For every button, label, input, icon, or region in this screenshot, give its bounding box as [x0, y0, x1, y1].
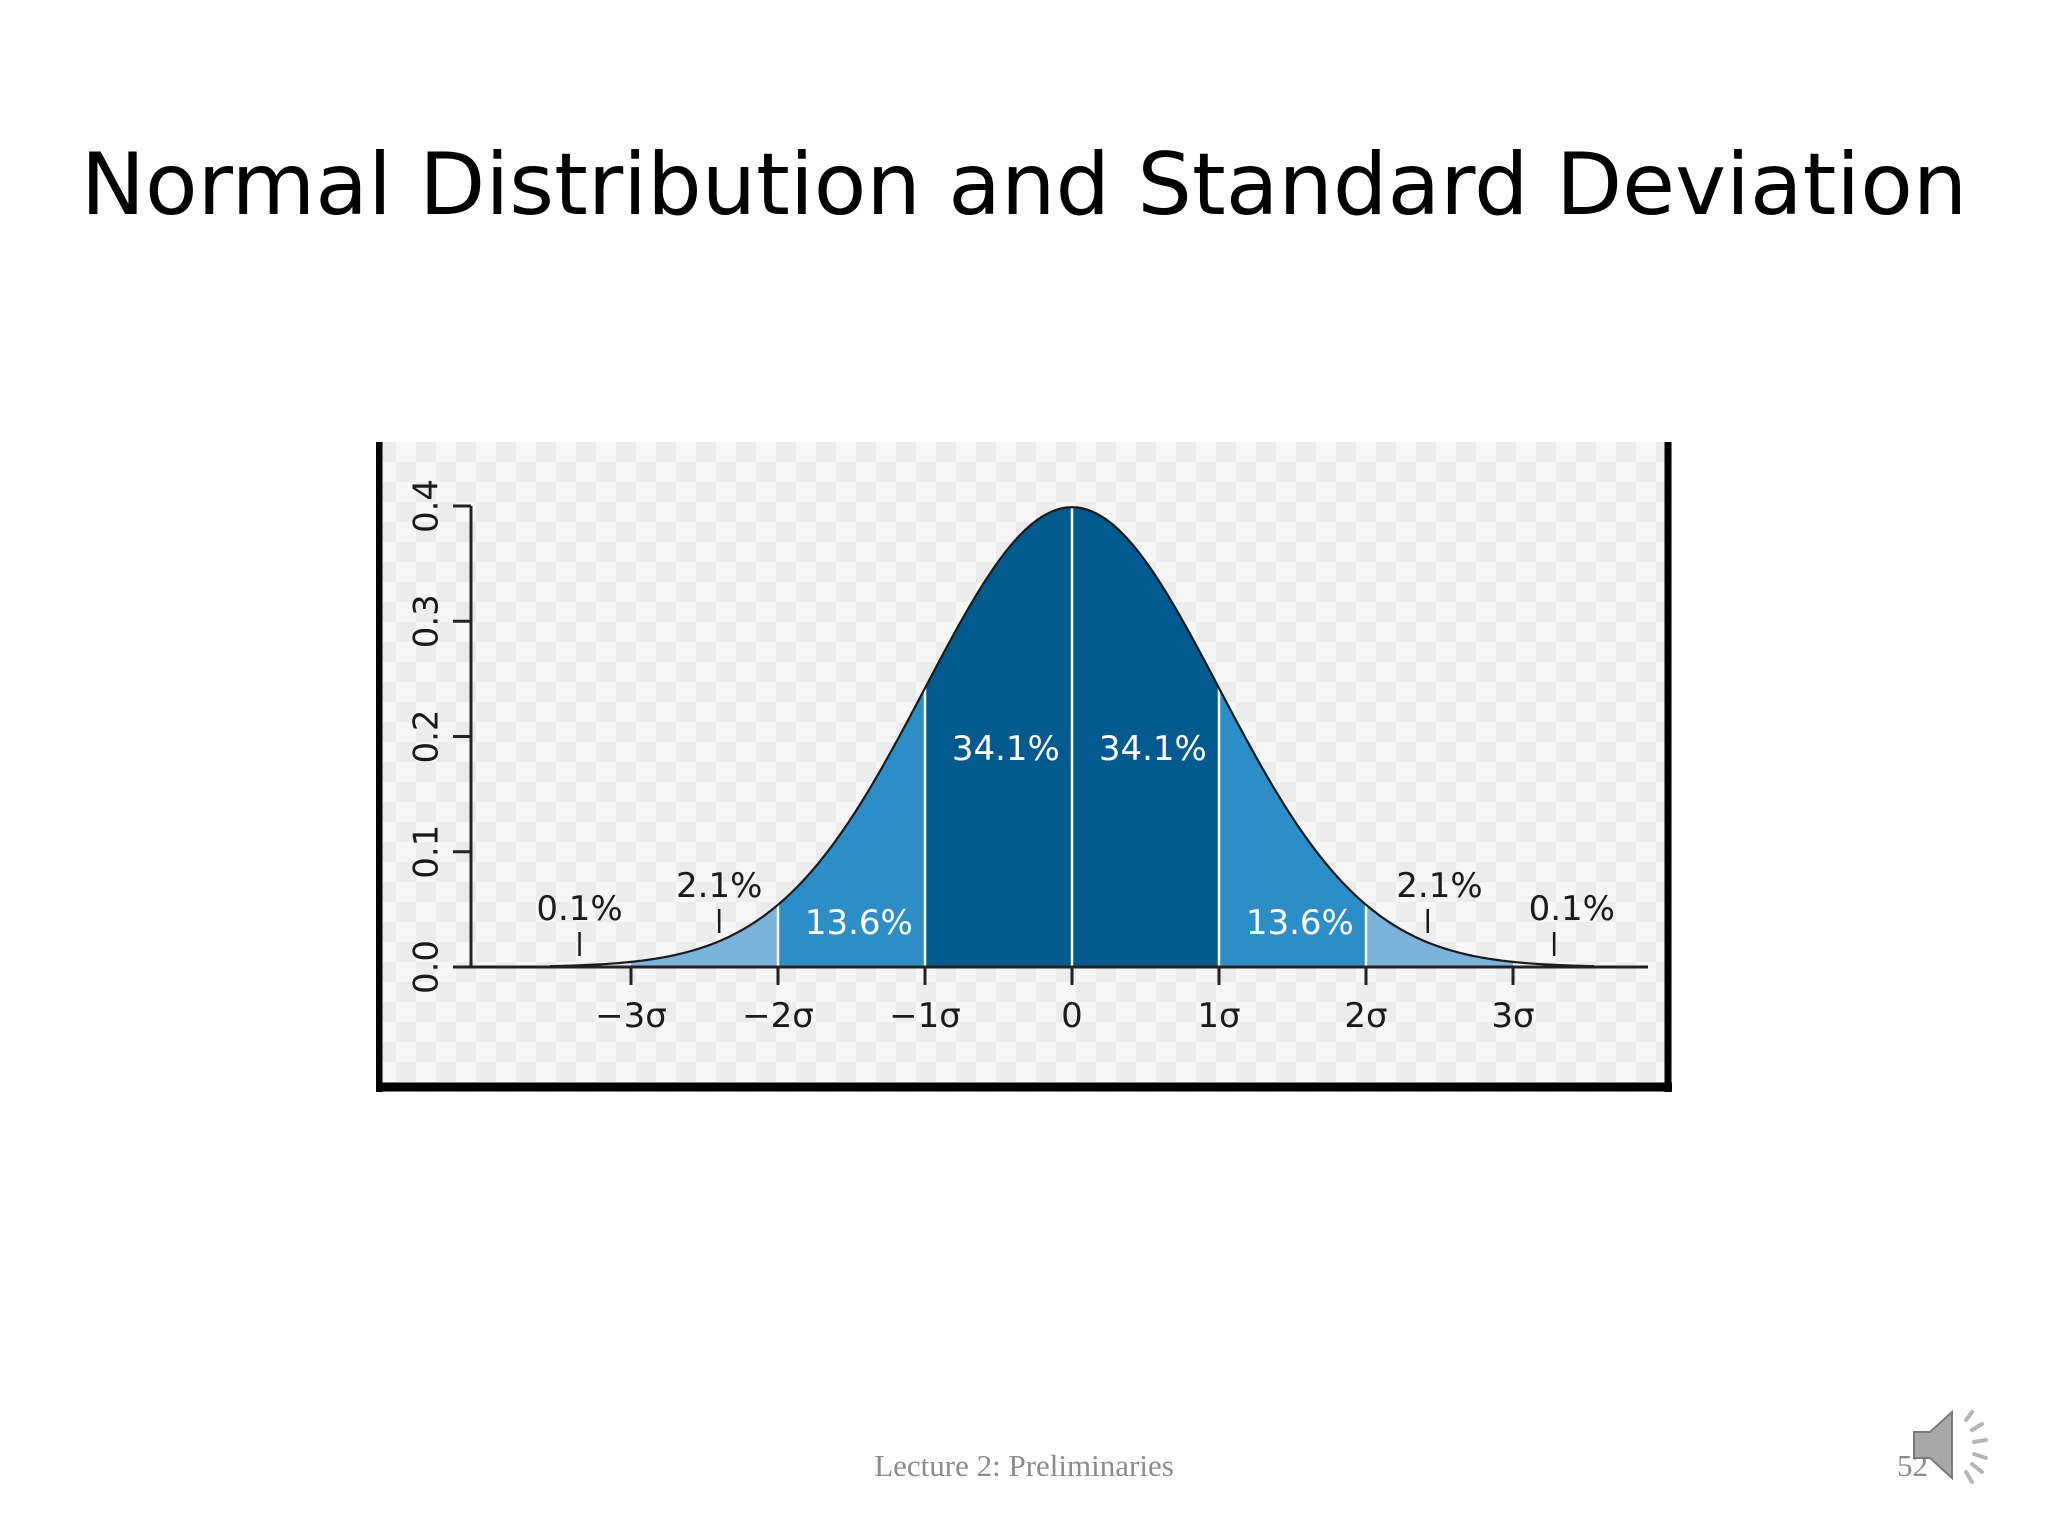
- x-tick-label-5: 2σ: [1344, 996, 1387, 1036]
- region-label-2: 13.6%: [805, 903, 913, 943]
- x-tick-label-6: 3σ: [1491, 996, 1534, 1036]
- region-labels: 0.1% 2.1% 13.6% 34.1% 34.1% 13.6% 2.1% 0.1%: [536, 729, 1615, 956]
- region-6: [1366, 904, 1513, 967]
- density-curve: [550, 506, 1594, 968]
- x-tick-label-2: −1σ: [889, 996, 961, 1036]
- chart: 0.0 0.1 0.2 0.3 0.4 −3σ −2σ −1σ 0 1σ 2σ 3σ 0.1% 2.1%…: [376, 442, 1672, 1092]
- footer-text: Lecture 2: Preliminaries: [874, 1448, 1174, 1483]
- axes: 0.0 0.1 0.2 0.3 0.4 −3σ −2σ −1σ 0 1σ 2σ 3σ: [407, 479, 1648, 1036]
- y-tick-label-0: 0.0: [407, 940, 447, 994]
- region-1: [631, 904, 778, 967]
- y-tick-label-1: 0.1: [407, 825, 447, 879]
- region-label-1: 2.1%: [676, 866, 762, 906]
- speaker-icon[interactable]: [1900, 1400, 2004, 1490]
- region-label-3: 34.1%: [952, 729, 1060, 769]
- region-label-4: 34.1%: [1099, 729, 1207, 769]
- region-label-0: 0.1%: [536, 889, 622, 929]
- region-label-7: 0.1%: [1529, 889, 1615, 929]
- curve-layer: [550, 506, 1594, 968]
- y-tick-label-4: 0.4: [407, 479, 447, 533]
- region-label-5: 13.6%: [1246, 903, 1354, 943]
- speaker-body: [1913, 1409, 1953, 1481]
- x-tick-label-3: 0: [1061, 996, 1083, 1036]
- x-tick-label-0: −3σ: [595, 996, 667, 1036]
- slide-title: Normal Distribution and Standard Deviati…: [80, 135, 1968, 235]
- speaker-waves: [1964, 1410, 1988, 1484]
- chart-svg: 0.0 0.1 0.2 0.3 0.4 −3σ −2σ −1σ 0 1σ 2σ 3σ 0.1% 2.1%…: [376, 442, 1672, 1092]
- x-tick-label-1: −2σ: [742, 996, 814, 1036]
- y-tick-label-2: 0.2: [407, 709, 447, 763]
- y-tick-label-3: 0.3: [407, 594, 447, 648]
- region-label-6: 2.1%: [1396, 866, 1482, 906]
- x-tick-label-4: 1σ: [1197, 996, 1240, 1036]
